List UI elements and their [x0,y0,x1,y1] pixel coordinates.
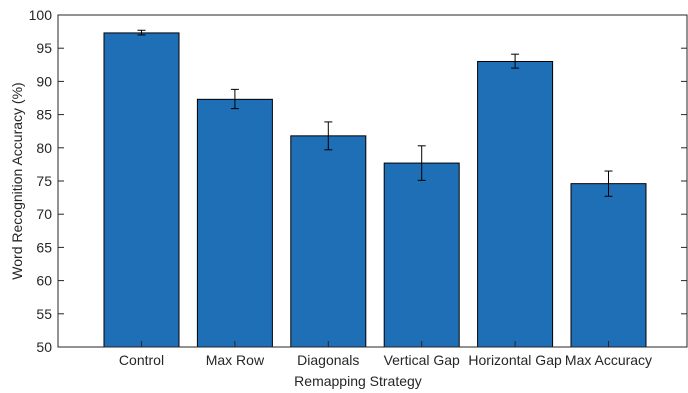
y-tick-label: 75 [36,173,52,189]
error-bar [230,88,239,110]
bar [383,162,460,348]
error-bars [137,29,613,197]
x-tick-label: Vertical Gap [384,352,460,368]
x-tick-label: Control [119,352,164,368]
y-tick-label: 50 [36,339,52,355]
bar [570,183,647,348]
bar [477,60,554,348]
y-tick-label: 80 [36,140,52,156]
error-bar [417,145,426,181]
y-tick-label: 95 [36,40,52,56]
axes [57,14,688,348]
x-tick-label: Horizontal Gap [468,352,562,368]
y-tick-label: 65 [36,239,52,255]
tick-labels: 50 55 60 65 70 75 80 85 90 95 100 Control Max Row Dia… [29,7,652,368]
y-tick-label: 55 [36,306,52,322]
y-tick-label: 90 [36,73,52,89]
bars [103,32,647,348]
error-bar [137,29,146,36]
bar [103,32,180,348]
y-tick-label: 60 [36,273,52,289]
y-tick-label: 85 [36,107,52,123]
error-bar [511,53,520,69]
x-axis-label: Remapping Strategy [294,373,422,389]
x-tick-label: Max Row [206,352,265,368]
y-tick-label: 100 [29,7,53,23]
x-tick-label: Diagonals [297,352,359,368]
bar [290,135,367,348]
y-axis-label: Word Recognition Accuracy (%) [9,82,25,279]
x-tick-label: Max Accuracy [565,352,652,368]
bar [196,98,273,348]
error-bar [324,121,333,151]
error-bar [604,170,613,197]
y-tick-label: 70 [36,206,52,222]
